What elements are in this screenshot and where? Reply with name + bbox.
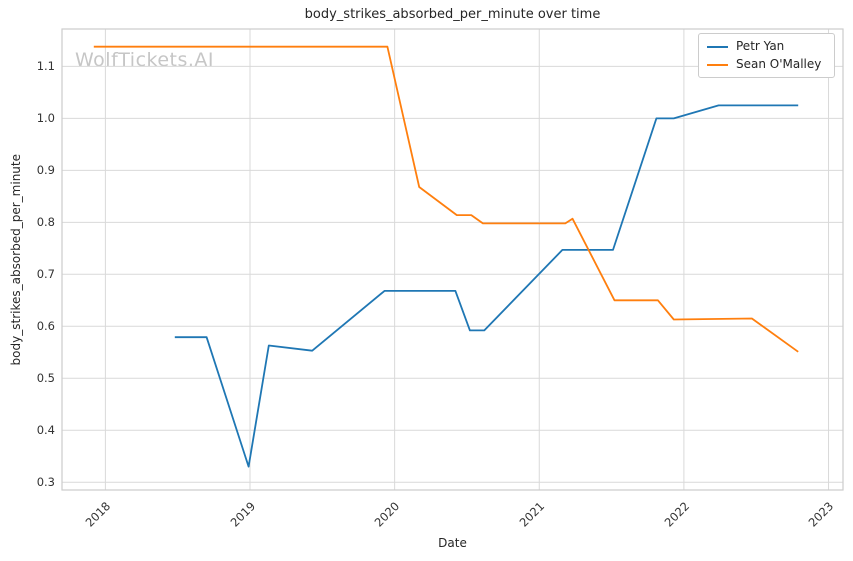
y-tick-label: 1.0 xyxy=(36,111,55,126)
series-line-petr-yan xyxy=(174,104,799,468)
y-tick-label: 0.3 xyxy=(36,475,55,490)
y-tick-label: 1.1 xyxy=(36,59,55,74)
series-line-sean-o-malley xyxy=(93,45,799,353)
legend-label: Petr Yan xyxy=(736,39,785,53)
watermark: WolfTickets.AI xyxy=(75,49,215,71)
x-axis-label: Date xyxy=(438,536,467,550)
y-axis-label-wrap: body_strikes_absorbed_per_minute xyxy=(6,29,26,490)
y-axis-label: body_strikes_absorbed_per_minute xyxy=(9,153,23,366)
legend-line-swatch xyxy=(707,45,728,48)
y-tick-label: 0.7 xyxy=(36,267,55,282)
legend: Petr Yan Sean O'Malley xyxy=(698,33,835,78)
y-tick-label: 0.9 xyxy=(36,163,55,178)
legend-label: Sean O'Malley xyxy=(736,57,822,71)
legend-item: Petr Yan xyxy=(707,40,826,53)
y-tick-label: 0.5 xyxy=(36,371,55,386)
y-tick-label: 0.4 xyxy=(36,423,55,438)
plot-border xyxy=(61,28,844,491)
legend-line-swatch xyxy=(707,63,728,66)
y-tick-label: 0.6 xyxy=(36,319,55,334)
chart-title: body_strikes_absorbed_per_minute over ti… xyxy=(304,7,601,22)
legend-item: Sean O'Malley xyxy=(707,58,826,71)
y-tick-label: 0.8 xyxy=(36,215,55,230)
